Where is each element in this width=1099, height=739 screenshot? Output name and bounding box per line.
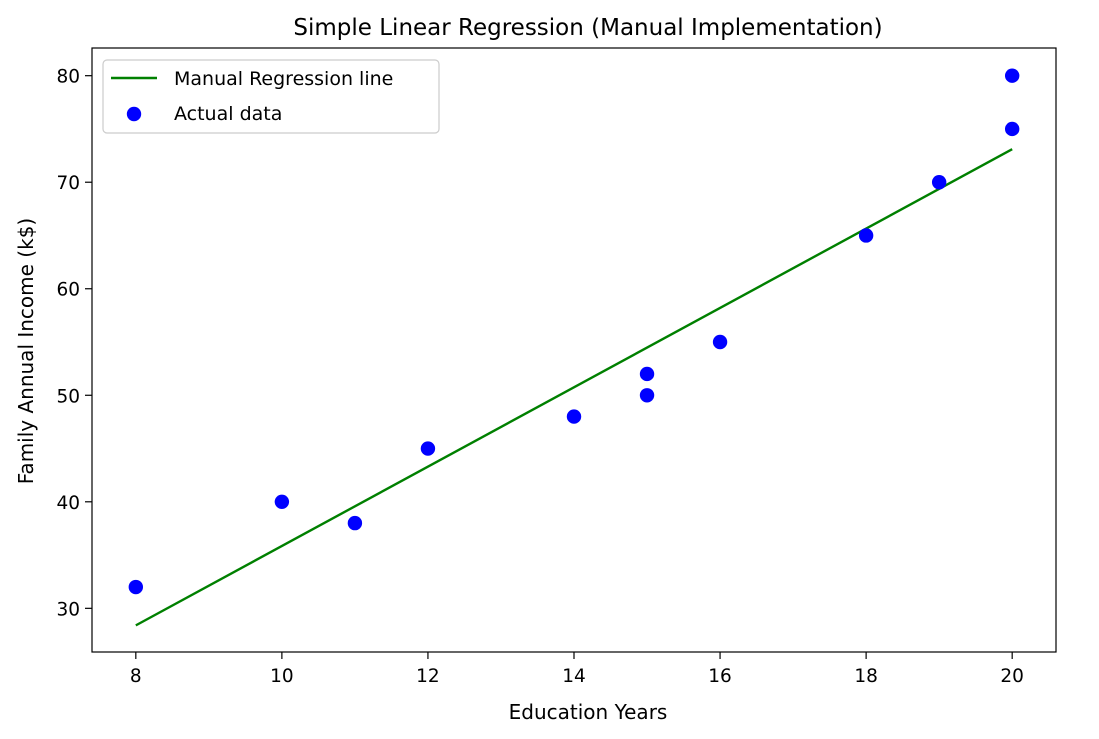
y-axis-label: Family Annual Income (k$) bbox=[14, 218, 38, 484]
legend-point-swatch bbox=[126, 106, 142, 122]
data-point bbox=[639, 366, 655, 382]
y-tick-label: 80 bbox=[56, 67, 80, 88]
data-point bbox=[931, 175, 947, 190]
data-point bbox=[566, 409, 582, 424]
y-tick-label: 30 bbox=[56, 599, 80, 620]
x-tick-label: 12 bbox=[416, 666, 440, 687]
y-tick-label: 60 bbox=[56, 280, 80, 301]
chart-title: Simple Linear Regression (Manual Impleme… bbox=[293, 15, 882, 41]
data-point bbox=[1004, 121, 1020, 137]
y-tick-label: 40 bbox=[56, 493, 80, 514]
x-tick-label: 20 bbox=[1000, 666, 1024, 687]
legend: Manual Regression line Actual data bbox=[102, 59, 440, 134]
x-tick-label: 10 bbox=[270, 666, 294, 687]
data-point bbox=[712, 334, 728, 350]
x-tick-label: 16 bbox=[708, 666, 732, 687]
legend-box bbox=[102, 59, 440, 134]
data-point bbox=[274, 494, 290, 509]
data-points-layer bbox=[128, 68, 1020, 595]
plot-area bbox=[91, 47, 1057, 653]
x-tick-label: 18 bbox=[854, 666, 878, 687]
legend-line-label: Manual Regression line bbox=[174, 68, 393, 90]
data-point bbox=[858, 228, 874, 243]
legend-point-label: Actual data bbox=[174, 103, 282, 125]
x-tick-label: 8 bbox=[130, 666, 142, 687]
data-point bbox=[420, 441, 436, 456]
x-tick-label: 14 bbox=[562, 666, 586, 687]
data-point bbox=[1004, 68, 1020, 83]
y-axis-ticks: 30 40 50 60 70 80 bbox=[56, 67, 92, 620]
data-point bbox=[347, 515, 363, 531]
y-tick-label: 70 bbox=[56, 173, 80, 194]
data-point bbox=[128, 579, 144, 595]
data-point bbox=[639, 388, 655, 403]
x-axis-ticks: 8 10 12 14 16 18 20 bbox=[130, 652, 1024, 687]
y-tick-label: 50 bbox=[56, 386, 80, 407]
x-axis-label: Education Years bbox=[509, 700, 668, 724]
plot-frame bbox=[91, 47, 1057, 653]
